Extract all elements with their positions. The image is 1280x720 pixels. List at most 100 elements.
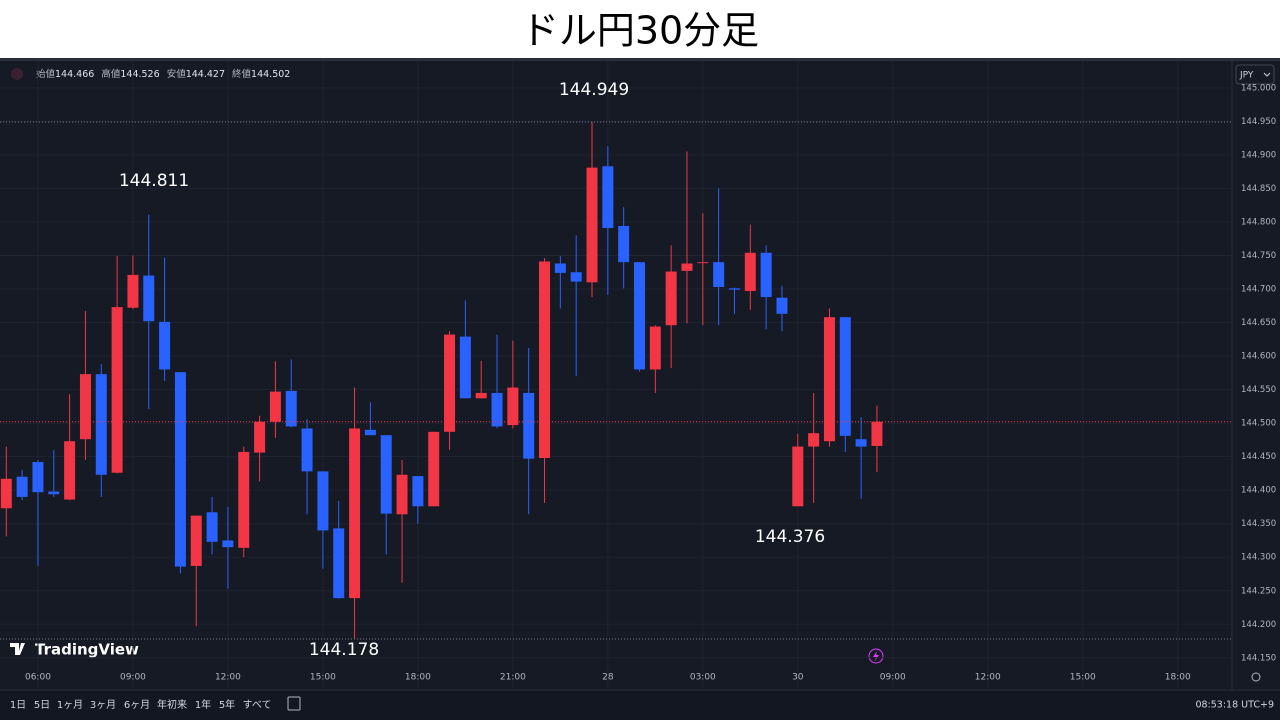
candle-body	[507, 387, 519, 426]
y-tick-label: 144.900	[1241, 150, 1276, 160]
clock: 08:53:18 UTC+9	[1195, 700, 1274, 711]
candle-body	[206, 512, 218, 542]
settings-icon[interactable]	[1251, 672, 1261, 682]
candle-body	[808, 433, 820, 447]
candle-body	[823, 317, 835, 442]
event-icon[interactable]	[868, 648, 884, 664]
range-button[interactable]: 1ヶ月	[57, 699, 83, 711]
x-tick-label: 09:00	[120, 673, 146, 683]
candle-body	[32, 462, 44, 493]
y-tick-label: 144.300	[1241, 553, 1276, 563]
symbol-icon	[11, 68, 23, 80]
candle-body	[760, 252, 772, 298]
candle-body	[64, 441, 76, 500]
candle-body	[649, 326, 661, 370]
y-tick-label: 144.800	[1241, 217, 1276, 227]
ohlc-label: 始値	[36, 68, 56, 80]
tradingview-logo: TradingView	[10, 641, 139, 659]
annotation: 144.376	[755, 527, 825, 547]
y-tick-label: 144.700	[1241, 284, 1276, 294]
candle-body	[111, 307, 123, 473]
candle-body	[459, 336, 471, 399]
y-tick-label: 144.200	[1241, 620, 1276, 630]
title-band	[0, 0, 1280, 58]
candle-body	[349, 428, 361, 599]
separator	[0, 58, 1280, 61]
candle-body	[713, 262, 725, 287]
candle-body	[539, 261, 551, 458]
candle-body	[602, 166, 614, 228]
candle-body	[159, 321, 171, 370]
candle-body	[48, 491, 60, 495]
date-range-icon[interactable]	[287, 696, 301, 711]
annotation: 144.178	[309, 640, 379, 660]
candle-body	[222, 540, 234, 548]
x-tick-label: 28	[602, 673, 614, 683]
range-button[interactable]: すべて	[243, 699, 272, 711]
annotation: 144.949	[559, 80, 629, 100]
dropdown-arrow	[1263, 72, 1271, 77]
candle-body	[301, 428, 313, 472]
range-button[interactable]: 1日	[10, 700, 26, 711]
chart-title: ドル円30分足	[521, 9, 759, 53]
candle-body	[444, 334, 456, 432]
candle-body	[269, 391, 281, 422]
range-button[interactable]: 5年	[219, 698, 235, 711]
annotation: 144.811	[119, 171, 189, 191]
candle-body	[618, 225, 630, 263]
range-button[interactable]: 5日	[34, 700, 50, 711]
candle-body	[776, 297, 788, 314]
candle-body	[238, 451, 250, 548]
logo-mark	[10, 643, 25, 655]
candle-body	[634, 262, 645, 370]
range-button[interactable]: 3ヶ月	[90, 699, 116, 711]
candle-body	[744, 252, 756, 292]
candle-body	[95, 374, 107, 475]
chart-area	[0, 58, 1280, 720]
candle-body	[317, 471, 329, 531]
candle-body	[285, 390, 297, 427]
x-tick-label: 18:00	[405, 673, 431, 683]
range-button[interactable]: 6ヶ月	[124, 699, 150, 711]
plot: 144.150 144.200 144.250 144.300 144.350 144.4…	[0, 61, 1276, 690]
candle-body	[855, 439, 867, 447]
currency-button[interactable]	[1235, 64, 1275, 85]
candle-body	[428, 431, 440, 507]
candle-body	[475, 392, 487, 399]
candle-body	[871, 421, 883, 446]
y-tick-label: 144.600	[1241, 352, 1276, 362]
ohlc-label: 安値	[167, 68, 187, 80]
candle-body	[16, 476, 28, 497]
ohlc-value: 144.466	[55, 69, 94, 80]
event-bolt	[873, 651, 879, 661]
candle-body	[697, 262, 709, 264]
y-tick-label: 144.650	[1241, 318, 1276, 328]
x-tick-label: 18:00	[1165, 673, 1191, 683]
candle-body	[174, 372, 186, 567]
grid	[0, 61, 1232, 690]
x-tick-label: 09:00	[880, 673, 906, 683]
logo-text: TradingView	[35, 641, 139, 659]
y-tick-label: 144.350	[1241, 519, 1276, 529]
ohlc-value: 144.427	[186, 69, 225, 80]
candle-body	[681, 263, 693, 271]
range-button[interactable]: 年初来	[157, 698, 187, 711]
y-tick-label: 144.950	[1241, 117, 1276, 127]
candle-body	[523, 392, 535, 459]
y-tick-label: 144.250	[1241, 586, 1276, 596]
candle-body	[665, 271, 677, 326]
x-tick-label: 21:00	[500, 673, 526, 683]
candle-body	[792, 446, 804, 507]
candle-body	[333, 528, 345, 599]
y-tick-label: 144.850	[1241, 184, 1276, 194]
candle-body	[190, 515, 202, 566]
candle-body	[396, 474, 408, 515]
x-tick-label: 12:00	[215, 673, 241, 683]
y-tick-label: 144.150	[1241, 653, 1276, 663]
x-tick-label: 06:00	[25, 673, 51, 683]
range-button[interactable]: 1年	[195, 698, 211, 711]
ohlc-label: 高値	[101, 68, 121, 80]
ohlc-value: 144.526	[120, 69, 159, 80]
toolbar	[0, 691, 1280, 720]
